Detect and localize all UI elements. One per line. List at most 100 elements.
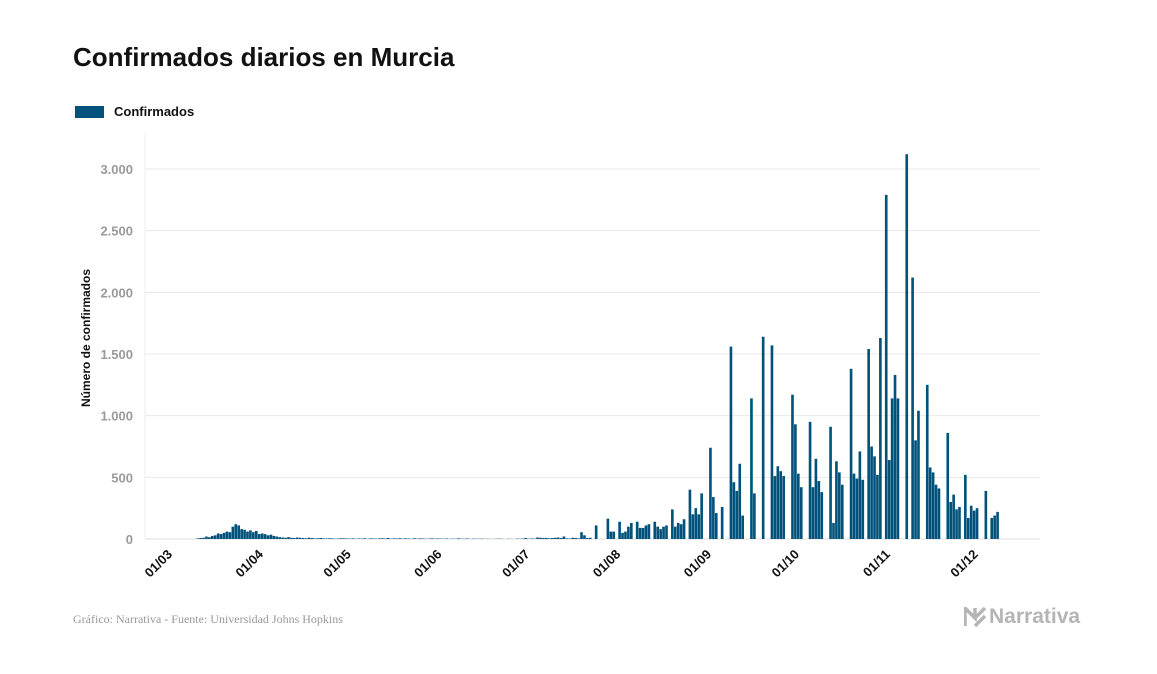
bar [735, 490, 739, 539]
bar [281, 537, 284, 539]
bar [565, 538, 569, 539]
bar [969, 505, 973, 539]
bar [964, 474, 967, 539]
bar [673, 526, 677, 539]
narrativa-logo: Narrativa [964, 605, 1080, 629]
bar [316, 538, 320, 539]
bar [653, 521, 657, 539]
x-tick-label: 01/09 [681, 547, 715, 581]
bar [791, 394, 794, 539]
bar [914, 440, 917, 539]
y-tick-label: 3.000 [100, 162, 133, 177]
bar [577, 538, 580, 539]
bar [984, 490, 988, 539]
bar [996, 511, 999, 539]
bar [896, 398, 900, 539]
bar [835, 461, 838, 539]
x-tick-label: 01/08 [590, 547, 624, 581]
bar [266, 535, 270, 539]
bar [770, 345, 774, 539]
bar [814, 458, 818, 539]
bar [729, 346, 733, 539]
bar [392, 538, 396, 539]
bar [199, 538, 202, 539]
bar [252, 532, 255, 539]
bar [890, 398, 894, 539]
bar [404, 538, 408, 539]
bar [799, 487, 803, 539]
x-tick-label: 01/10 [769, 547, 803, 581]
bar [307, 537, 311, 539]
y-tick-label: 2.500 [100, 224, 133, 239]
bar [972, 510, 976, 539]
bar [580, 532, 583, 539]
bar [269, 534, 273, 539]
bar [228, 532, 232, 539]
bar [249, 530, 252, 539]
bar [679, 524, 683, 539]
source-note: Gráfico: Narrativa - Fuente: Universidad… [73, 612, 343, 626]
bar [671, 509, 674, 539]
bar [216, 533, 220, 539]
bar [635, 521, 639, 539]
bar [298, 537, 302, 539]
bar [257, 534, 261, 539]
bar [293, 538, 296, 539]
y-tick-label: 1.000 [100, 409, 133, 424]
bar [240, 529, 243, 539]
bar [612, 531, 616, 539]
bar [243, 529, 246, 539]
bar [656, 526, 660, 539]
legend: Confirmados [75, 104, 194, 119]
bar [779, 471, 783, 539]
bar [808, 421, 812, 539]
bar [275, 536, 279, 539]
bar [562, 536, 566, 539]
bar [606, 518, 610, 539]
bar [952, 494, 955, 539]
bar [246, 531, 249, 539]
bar [714, 513, 718, 539]
bar [331, 538, 334, 539]
bar [949, 502, 953, 539]
bar [829, 426, 832, 539]
bar [817, 481, 821, 539]
bar [545, 537, 548, 539]
y-axis-title: Número de confirmados [79, 269, 93, 407]
bar [884, 194, 888, 539]
bar [893, 374, 897, 539]
bar [958, 506, 961, 539]
bar [319, 538, 323, 539]
bar [659, 529, 662, 539]
bar [313, 538, 317, 539]
bar [712, 497, 715, 539]
bar [741, 515, 744, 539]
bar [536, 537, 539, 539]
bar [290, 537, 293, 539]
bar [644, 525, 648, 539]
bar [618, 521, 621, 539]
bar [278, 537, 282, 539]
bar [398, 538, 402, 539]
bar [254, 530, 258, 539]
bar [820, 492, 824, 539]
bar [966, 518, 970, 539]
y-tick-label: 2.000 [100, 285, 133, 300]
bar [378, 538, 381, 539]
bar [934, 484, 938, 539]
bar [284, 537, 287, 539]
x-tick-label: 01/04 [232, 546, 266, 580]
bar [574, 538, 577, 539]
bar [905, 154, 909, 539]
bar [386, 538, 390, 539]
bar [304, 538, 308, 539]
bar [196, 538, 199, 539]
bar [855, 478, 859, 539]
y-tick-label: 0 [126, 532, 133, 547]
bar [369, 538, 372, 539]
bar [287, 537, 290, 539]
bar [211, 535, 214, 539]
bar [571, 537, 575, 539]
x-tick-label: 01/11 [860, 547, 893, 580]
